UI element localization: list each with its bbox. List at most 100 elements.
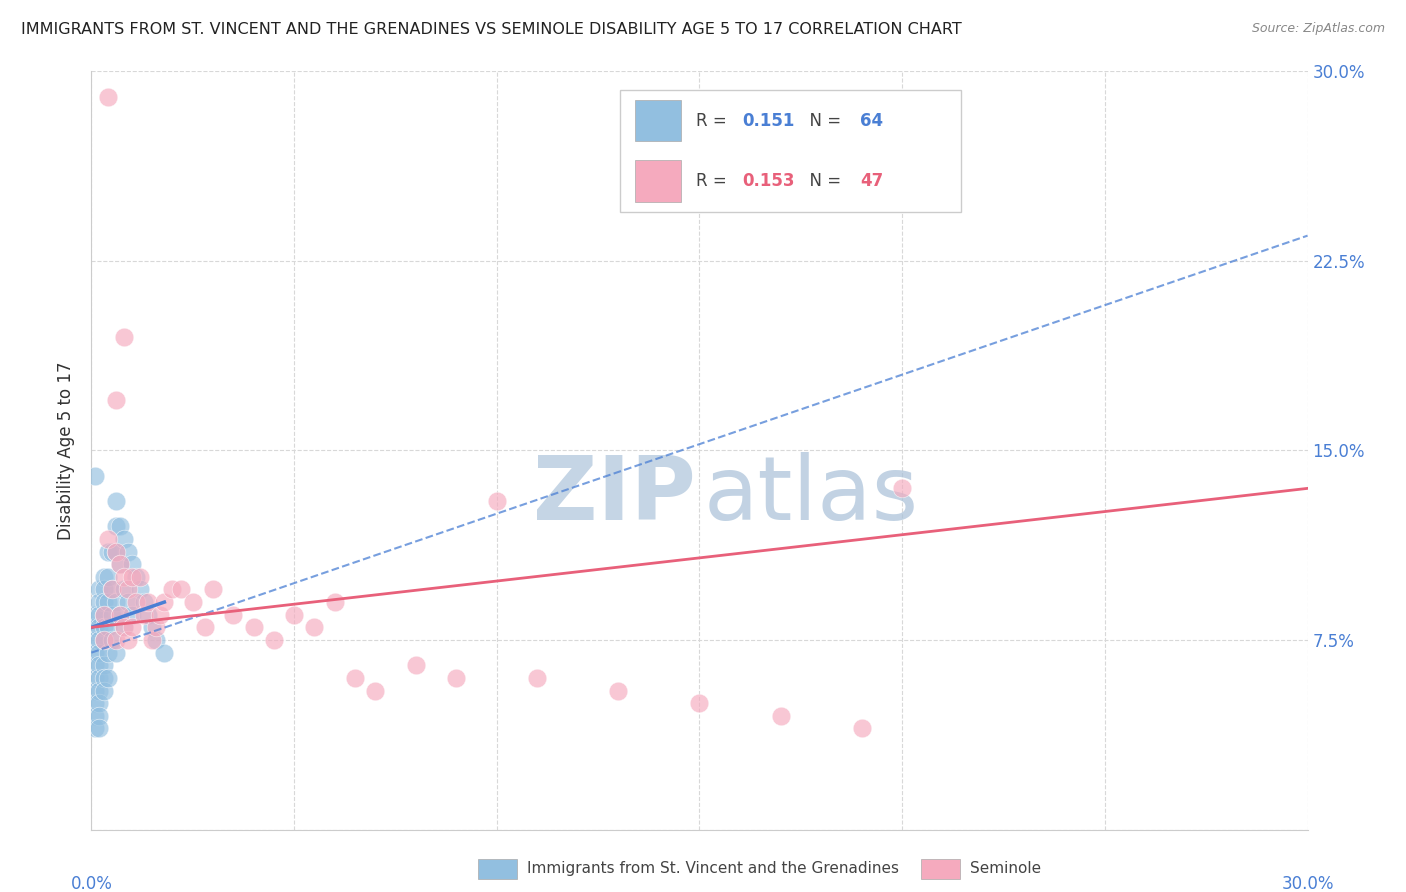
Point xyxy=(93,607,115,622)
Point xyxy=(97,646,120,660)
Point xyxy=(89,708,111,723)
Point xyxy=(89,722,111,736)
Point xyxy=(84,620,107,634)
Point xyxy=(141,633,163,648)
Point xyxy=(97,620,120,634)
Point xyxy=(84,722,107,736)
Point xyxy=(84,468,107,483)
Point xyxy=(444,671,467,685)
Point xyxy=(132,595,155,609)
Point xyxy=(129,570,152,584)
Point xyxy=(84,671,107,685)
Point xyxy=(104,519,127,533)
Point xyxy=(112,620,135,634)
Point xyxy=(526,671,548,685)
Point xyxy=(97,532,120,546)
Point xyxy=(100,633,122,648)
Point xyxy=(891,482,914,496)
Point xyxy=(145,620,167,634)
Point xyxy=(104,392,127,407)
Point xyxy=(108,607,131,622)
Point xyxy=(93,607,115,622)
Text: 30.0%: 30.0% xyxy=(1281,875,1334,892)
Point xyxy=(364,683,387,698)
Point xyxy=(104,544,127,558)
Point xyxy=(104,595,127,609)
Point xyxy=(181,595,204,609)
Point xyxy=(405,658,427,673)
Text: N =: N = xyxy=(799,112,846,129)
Point xyxy=(84,658,107,673)
Point xyxy=(112,532,135,546)
Point xyxy=(84,607,107,622)
Point xyxy=(108,557,131,572)
Point xyxy=(97,570,120,584)
Point xyxy=(97,89,120,103)
Text: Immigrants from St. Vincent and the Grenadines: Immigrants from St. Vincent and the Gren… xyxy=(527,862,900,876)
Point xyxy=(93,595,115,609)
Text: atlas: atlas xyxy=(703,452,918,540)
Point xyxy=(89,658,111,673)
Point xyxy=(93,633,115,648)
Point xyxy=(141,620,163,634)
Point xyxy=(104,633,127,648)
Point xyxy=(93,633,115,648)
Point xyxy=(93,582,115,597)
Point xyxy=(153,646,176,660)
Point xyxy=(121,607,143,622)
Point xyxy=(851,722,873,736)
Point xyxy=(132,607,155,622)
Point xyxy=(112,330,135,344)
Point xyxy=(108,519,131,533)
Text: 47: 47 xyxy=(860,172,883,190)
Point xyxy=(121,620,143,634)
Point xyxy=(104,544,127,558)
Point xyxy=(343,671,366,685)
Point xyxy=(117,595,139,609)
Text: R =: R = xyxy=(696,172,733,190)
Point xyxy=(125,570,148,584)
Point xyxy=(100,582,122,597)
Point xyxy=(84,683,107,698)
Point xyxy=(149,607,172,622)
Point xyxy=(222,607,245,622)
Text: 64: 64 xyxy=(860,112,883,129)
Point xyxy=(84,708,107,723)
Point xyxy=(84,696,107,710)
Point xyxy=(104,494,127,508)
Text: IMMIGRANTS FROM ST. VINCENT AND THE GRENADINES VS SEMINOLE DISABILITY AGE 5 TO 1: IMMIGRANTS FROM ST. VINCENT AND THE GREN… xyxy=(21,22,962,37)
Point xyxy=(125,595,148,609)
Point xyxy=(194,620,217,634)
Point xyxy=(93,570,115,584)
Point xyxy=(121,570,143,584)
Point xyxy=(104,646,127,660)
Point xyxy=(153,595,176,609)
Text: 0.153: 0.153 xyxy=(742,172,794,190)
Text: R =: R = xyxy=(696,112,733,129)
Text: ZIP: ZIP xyxy=(533,452,696,540)
Point xyxy=(100,582,122,597)
Point xyxy=(242,620,264,634)
Point xyxy=(323,595,346,609)
Point xyxy=(89,646,111,660)
FancyBboxPatch shape xyxy=(620,90,960,211)
Point xyxy=(93,658,115,673)
Point xyxy=(112,570,135,584)
Point xyxy=(89,582,111,597)
Point xyxy=(283,607,305,622)
Point xyxy=(108,557,131,572)
Point xyxy=(84,633,107,648)
Point xyxy=(89,671,111,685)
Text: Source: ZipAtlas.com: Source: ZipAtlas.com xyxy=(1251,22,1385,36)
Point xyxy=(97,544,120,558)
Point xyxy=(97,671,120,685)
Point xyxy=(97,595,120,609)
Point xyxy=(93,671,115,685)
Text: N =: N = xyxy=(799,172,846,190)
Point xyxy=(89,696,111,710)
Point xyxy=(89,683,111,698)
Point xyxy=(769,708,792,723)
Point xyxy=(169,582,191,597)
Point xyxy=(202,582,225,597)
Point xyxy=(145,633,167,648)
